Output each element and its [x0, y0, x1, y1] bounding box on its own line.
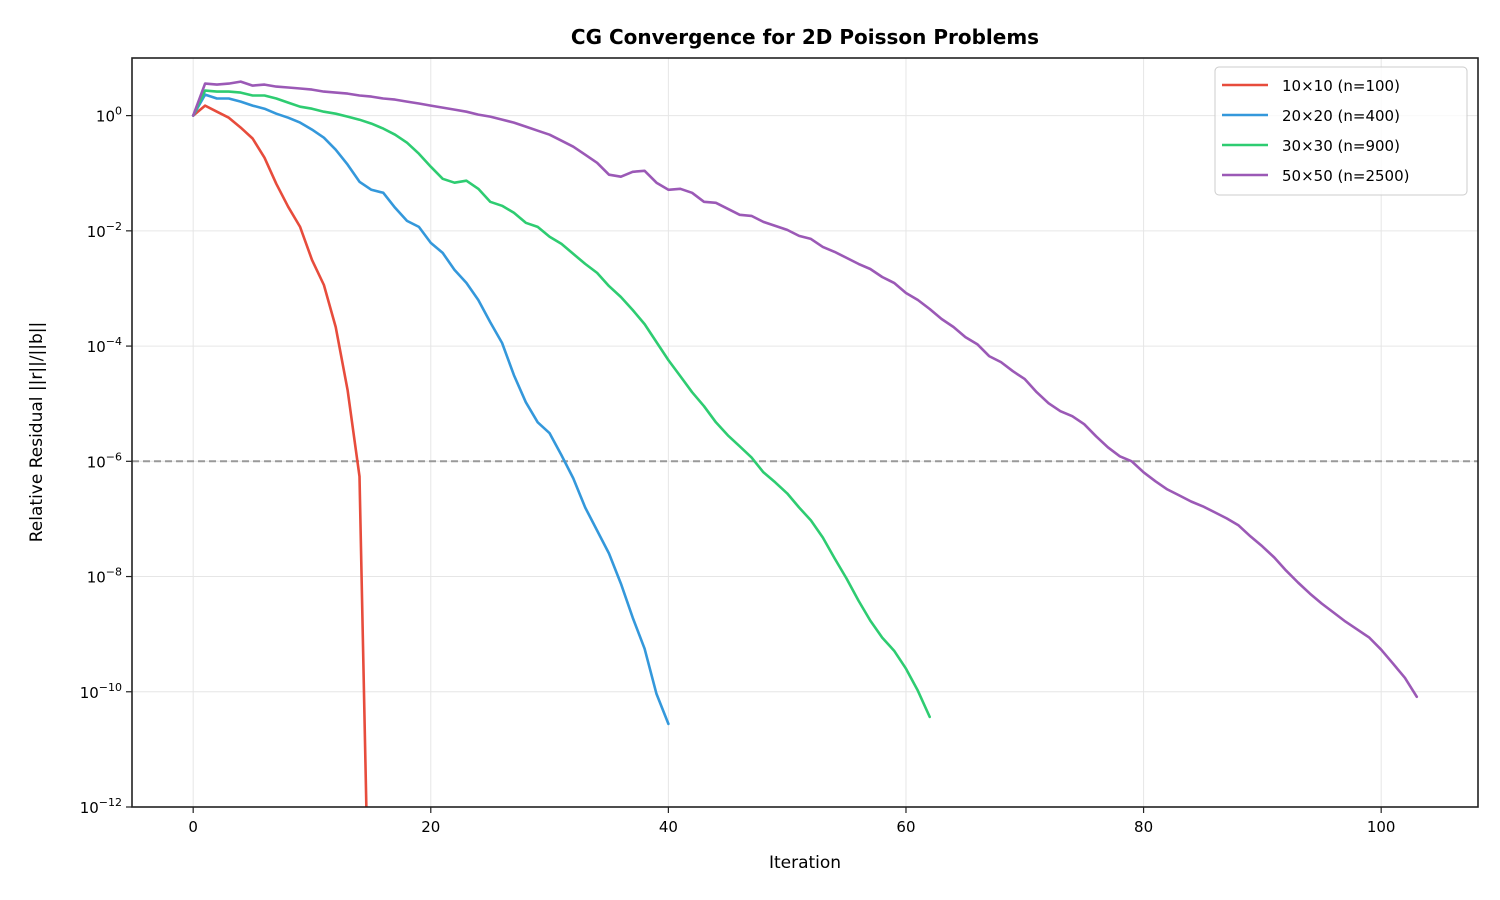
x-axis-label: Iteration: [769, 853, 841, 873]
series-line-2: [191, 93, 670, 726]
x-tick-label: 100: [1367, 818, 1396, 836]
legend-label: 20×20 (n=400): [1282, 107, 1400, 125]
legend-box: [1214, 66, 1468, 196]
x-tick-label: 80: [1134, 818, 1153, 836]
series-line-4: [191, 80, 1419, 699]
y-tick-label: 10−8: [87, 566, 122, 587]
x-tick-label: 20: [421, 818, 440, 836]
y-tick-label: 10−2: [87, 220, 122, 241]
legend-label: 10×10 (n=100): [1282, 77, 1400, 95]
y-tick-label: 10−10: [80, 681, 122, 702]
y-axis-label: Relative Residual ||r||/||b||: [27, 322, 47, 543]
y-tick-label: 10−12: [80, 796, 122, 817]
chart-title: CG Convergence for 2D Poisson Problems: [571, 25, 1039, 49]
series-layer: [191, 80, 1419, 807]
y-axis-ticks: 100 10−2 10−4 10−6 10−8 10−10 10−12: [80, 105, 132, 817]
x-axis-ticks: 0 20 40 60 80 100: [188, 807, 1395, 836]
y-tick-label: 10−4: [87, 335, 122, 356]
x-tick-label: 0: [188, 818, 198, 836]
y-tick-label: 100: [96, 105, 122, 126]
plot-frame: [131, 57, 1479, 808]
y-tick-label: 10−6: [87, 450, 122, 471]
series-line-3: [191, 89, 932, 719]
legend: 10×10 (n=100) 20×20 (n=400) 30×30 (n=900) 5…: [1214, 66, 1468, 196]
legend-label: 30×30 (n=900): [1282, 137, 1400, 155]
legend-label: 50×50 (n=2500): [1282, 167, 1409, 185]
x-tick-label: 40: [659, 818, 678, 836]
x-tick-label: 60: [896, 818, 915, 836]
series-line-1: [191, 104, 368, 807]
